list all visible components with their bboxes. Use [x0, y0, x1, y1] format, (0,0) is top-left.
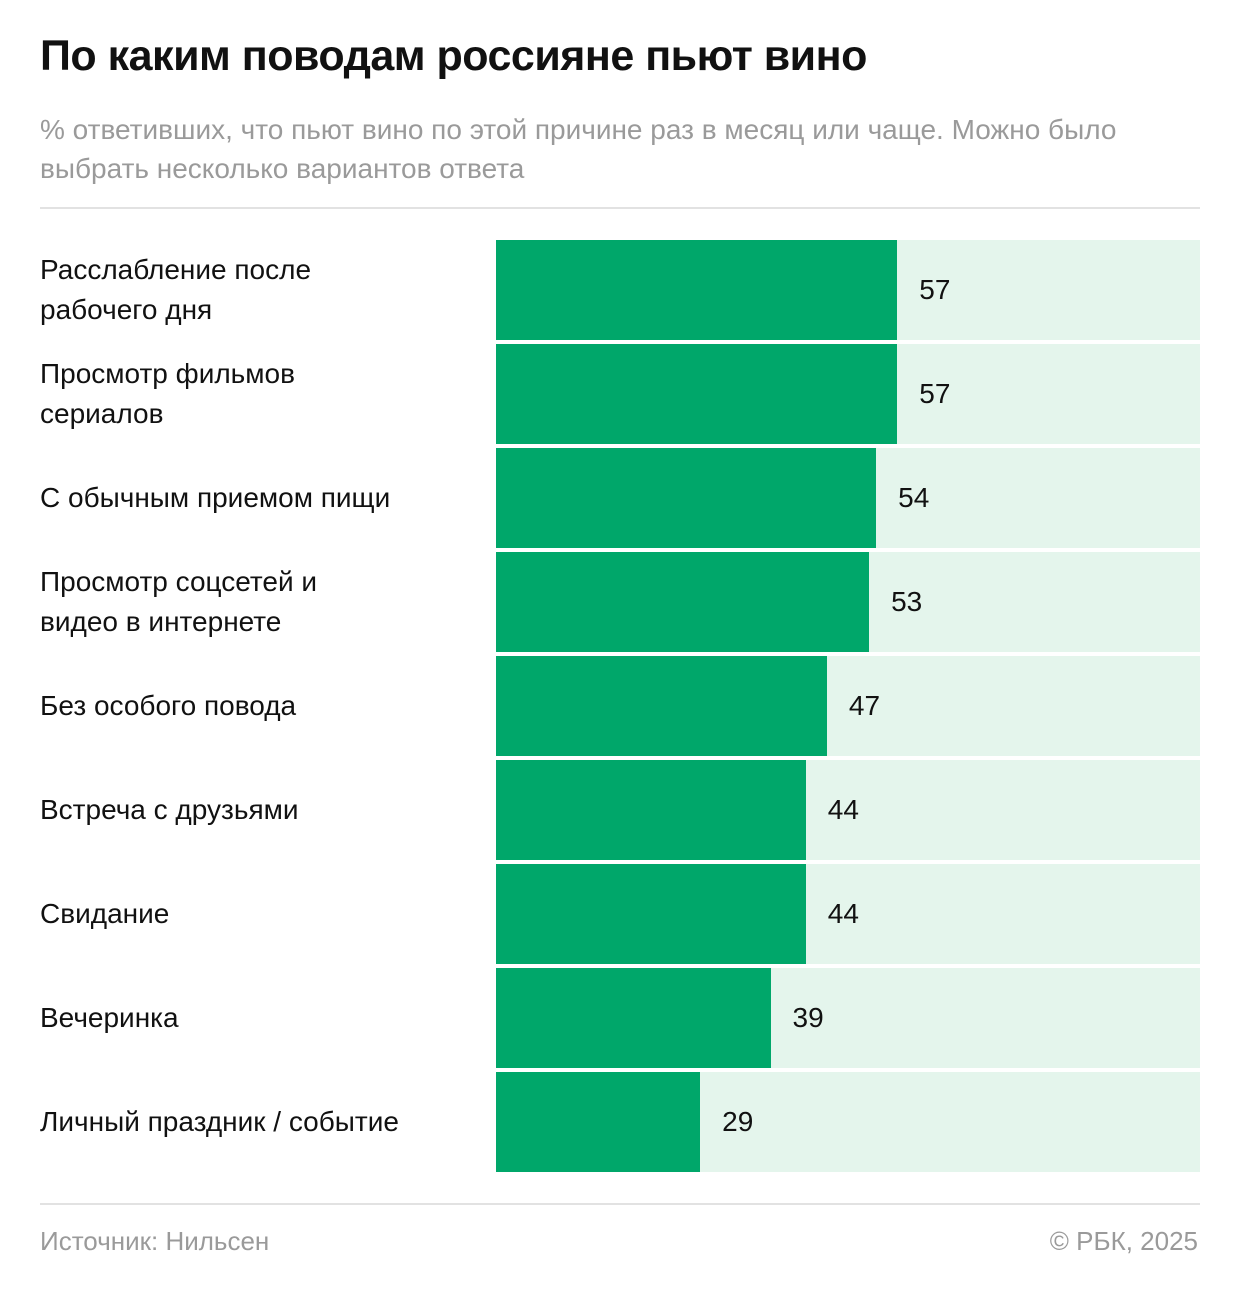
top-divider — [40, 207, 1200, 209]
bar — [496, 448, 877, 548]
chart-subtitle: % ответивших, что пьют вино по этой прич… — [40, 114, 1117, 184]
source-note: Источник: Нильсен — [40, 1226, 270, 1256]
bottom-divider — [40, 1203, 1200, 1205]
category-label: Без особого повода — [40, 690, 297, 721]
value-label: 29 — [722, 1106, 754, 1137]
bar-track: 57 — [496, 344, 1200, 444]
category-label: Встреча с друзьями — [40, 794, 299, 825]
bar — [496, 552, 870, 652]
bar-track: 44 — [496, 760, 1200, 860]
bar — [496, 864, 806, 964]
bar-row: Просмотр соцсетей и видео в интернете 53 — [40, 552, 1200, 652]
bar-track: 39 — [496, 968, 1200, 1068]
bar-row: Встреча с друзьями 44 — [40, 760, 1200, 860]
category-label: Расслабление после рабочего дня — [40, 254, 312, 325]
bar — [496, 760, 806, 860]
category-label: С обычным приемом пищи — [40, 482, 391, 513]
value-label: 44 — [827, 898, 859, 929]
category-label: Просмотр фильмов сериалов — [40, 358, 295, 429]
chart-title: По каким поводам россияне пьют вино — [40, 32, 867, 80]
value-label: 57 — [919, 378, 951, 409]
bar-row: Личный праздник / событие 29 — [40, 1072, 1200, 1172]
bar-row: Просмотр фильмов сериалов 57 — [40, 344, 1200, 444]
value-label: 44 — [827, 794, 859, 825]
bar-row: Без особого повода 47 — [40, 656, 1200, 756]
value-label: 53 — [891, 586, 923, 617]
bar — [496, 240, 898, 340]
bar-row: Свидание 44 — [40, 864, 1200, 964]
bar-track: 57 — [496, 240, 1200, 340]
value-label: 39 — [792, 1002, 824, 1033]
copyright: © РБК, 2025 — [1049, 1226, 1198, 1256]
bar-row: С обычным приемом пищи 54 — [40, 448, 1200, 548]
bar — [496, 656, 827, 756]
bar-track: 47 — [496, 656, 1200, 756]
bar-track: 29 — [496, 1072, 1200, 1172]
bar-track: 53 — [496, 552, 1200, 652]
value-label: 54 — [898, 482, 930, 513]
bar-track: 44 — [496, 864, 1200, 964]
category-label: Свидание — [40, 898, 170, 929]
value-label: 57 — [919, 274, 951, 305]
bar-row: Вечеринка 39 — [40, 968, 1200, 1068]
bar-row: Расслабление после рабочего дня 57 — [40, 240, 1200, 340]
category-label: Личный праздник / событие — [40, 1106, 399, 1137]
value-label: 47 — [848, 690, 881, 721]
category-label: Вечеринка — [40, 1002, 179, 1033]
bar — [496, 968, 771, 1068]
bar-track: 54 — [496, 448, 1200, 548]
category-label: Просмотр соцсетей и видео в интернете — [40, 566, 318, 637]
bar — [496, 1072, 701, 1172]
bar — [496, 344, 898, 444]
